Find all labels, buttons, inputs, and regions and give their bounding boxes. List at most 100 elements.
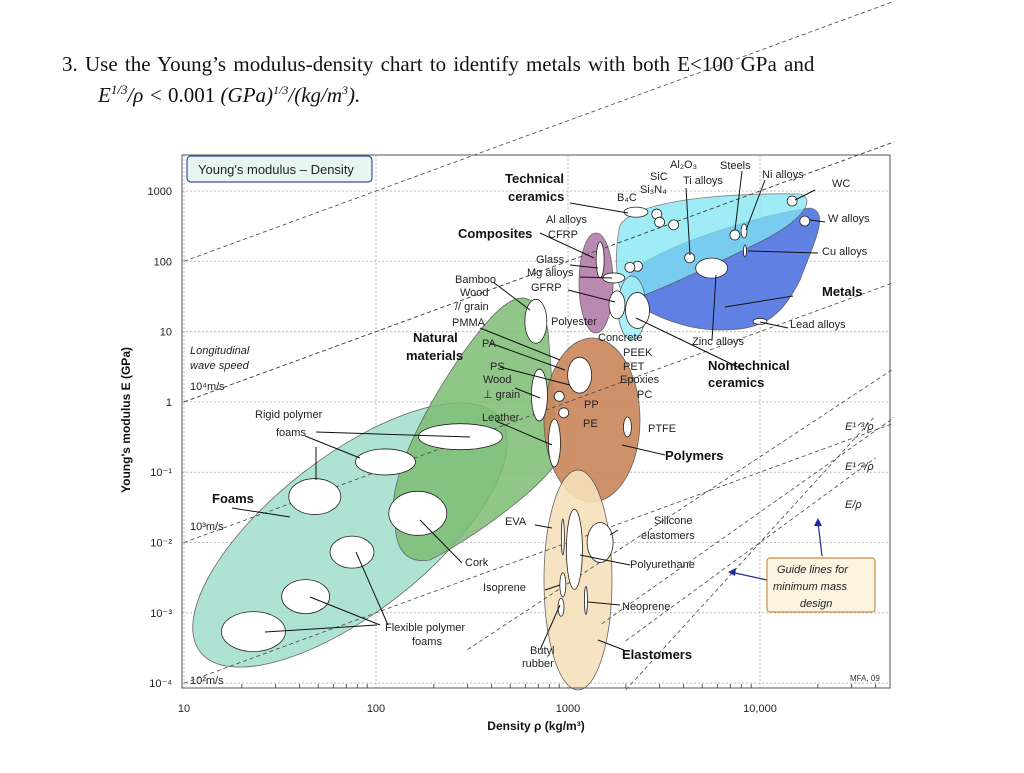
leader-line [544, 584, 561, 591]
q-mid: /ρ < [127, 83, 169, 107]
q-unit-exp: 1/3 [273, 83, 289, 97]
chart-title: Young's modulus – Density [198, 162, 354, 177]
annotation-labels: Technical ceramics Composites Natural materi… [190, 159, 874, 687]
credit: MFA, 09 [850, 674, 880, 683]
material-label: Al₂O₃ [670, 159, 697, 171]
leader-line [309, 596, 381, 626]
question-line-1: 3. Use the Young’s modulus-density chart… [62, 52, 815, 76]
italic-label: wave speed [190, 360, 250, 372]
family-label: Nontechnical [708, 358, 790, 373]
family-label: ceramics [508, 189, 564, 204]
leader-line [495, 420, 553, 446]
material-label: Polyester [551, 316, 597, 328]
material-label: CFRP [548, 229, 578, 241]
leader-line [304, 435, 361, 459]
material-label: Wood [460, 287, 489, 299]
leader-line [724, 295, 794, 308]
material-label: Epoxies [620, 374, 660, 386]
material-zinc-alloys [695, 257, 729, 279]
e13-guide-line [467, 368, 895, 650]
italic-label: design [800, 598, 832, 610]
material-cu-alloys [743, 244, 747, 258]
guide-label: E/ρ [845, 499, 862, 511]
material-silicone-elastomers [586, 522, 614, 563]
axis-ticks: 10 100 1000 10,000 1000 100 10 1 10⁻¹ 10⁻² 10⁻³ 10⁻… [148, 186, 877, 715]
material-pp [553, 390, 565, 402]
material-label: Si₃N₄ [640, 184, 667, 196]
wave-speed-label: 10⁴m/s [190, 381, 225, 393]
material-label: foams [412, 636, 442, 648]
italic-label: Guide lines for [777, 564, 849, 576]
guide-line-slope-2 [625, 457, 876, 642]
material-label: B₄C [617, 192, 637, 204]
italic-label: Longitudinal [190, 345, 250, 357]
y-tick-label: 10⁻⁴ [149, 678, 172, 690]
leader-line [419, 519, 463, 564]
material-label: PET [623, 361, 645, 373]
material-label: Al alloys [546, 214, 587, 226]
leader-line [794, 189, 816, 201]
material-label: PC [637, 389, 652, 401]
material-label: W alloys [828, 213, 870, 225]
leader-line [355, 551, 389, 626]
leader-line [609, 529, 619, 536]
x-tick-label: 10,000 [743, 703, 777, 715]
leader-line [809, 219, 826, 223]
y-tick-label: 10⁻² [150, 538, 172, 550]
material-concrete [625, 292, 650, 329]
leader-line [635, 317, 745, 371]
material-label: Leather [482, 412, 520, 424]
family-label: ceramics [708, 375, 764, 390]
family-label: Foams [212, 491, 254, 506]
leader-lines [231, 170, 826, 651]
family-label: Technical [505, 171, 564, 186]
material-polyurethane [566, 508, 583, 590]
material-label: Ti alloys [683, 175, 723, 187]
guide-label: E¹ᐟ³/ρ [845, 421, 874, 433]
x-axis-label: Density ρ (kg/m³) [487, 719, 584, 733]
leader-line [489, 342, 566, 371]
leader-line [264, 624, 378, 633]
guide-line-slope-3 [625, 415, 876, 691]
guide-box [766, 557, 876, 613]
leader-line [587, 601, 621, 606]
material-si3n4 [654, 216, 666, 228]
material-label: GFRP [531, 282, 562, 294]
leader-line [569, 202, 629, 214]
q-unit: (GPa) [215, 83, 274, 107]
arrow-line [817, 521, 823, 557]
material-label: Silicone [654, 515, 693, 527]
material-label: Steels [720, 160, 751, 172]
x-tick-label: 10 [178, 703, 190, 715]
material-isoprene [559, 572, 567, 598]
material-glass [624, 261, 636, 273]
material-flexible-polymer-foam-mid- [281, 579, 331, 614]
family-label: Composites [458, 226, 532, 241]
material-label: WC [832, 178, 850, 190]
title-box [186, 155, 373, 183]
leader-line [747, 250, 819, 254]
material-label: Bamboo [455, 274, 496, 286]
y-tick-label: 1000 [148, 186, 172, 198]
material-label: PMMA [452, 317, 486, 329]
material-flexible-polymer-foam-high- [329, 535, 375, 569]
leader-line [539, 604, 561, 651]
material-label: SiC [650, 171, 668, 183]
material-steels [729, 229, 741, 241]
e-over-rho-line [183, 141, 895, 403]
x-tick-label: 100 [367, 703, 385, 715]
y-axis-label: Young's modulus E (GPa) [119, 347, 133, 493]
material-label: Cu alloys [822, 246, 868, 258]
family-label: materials [406, 348, 463, 363]
wave-speed-label: 10³m/s [190, 521, 224, 533]
leader-line [745, 179, 766, 231]
material-label: PA [482, 338, 497, 350]
leader-line [569, 264, 599, 269]
family-label: Metals [822, 284, 862, 299]
material-label: Concrete [598, 332, 643, 344]
material-w-alloys [799, 215, 811, 227]
material-label: Glass [536, 254, 565, 266]
leader-line [514, 387, 541, 399]
leader-line [499, 366, 571, 386]
